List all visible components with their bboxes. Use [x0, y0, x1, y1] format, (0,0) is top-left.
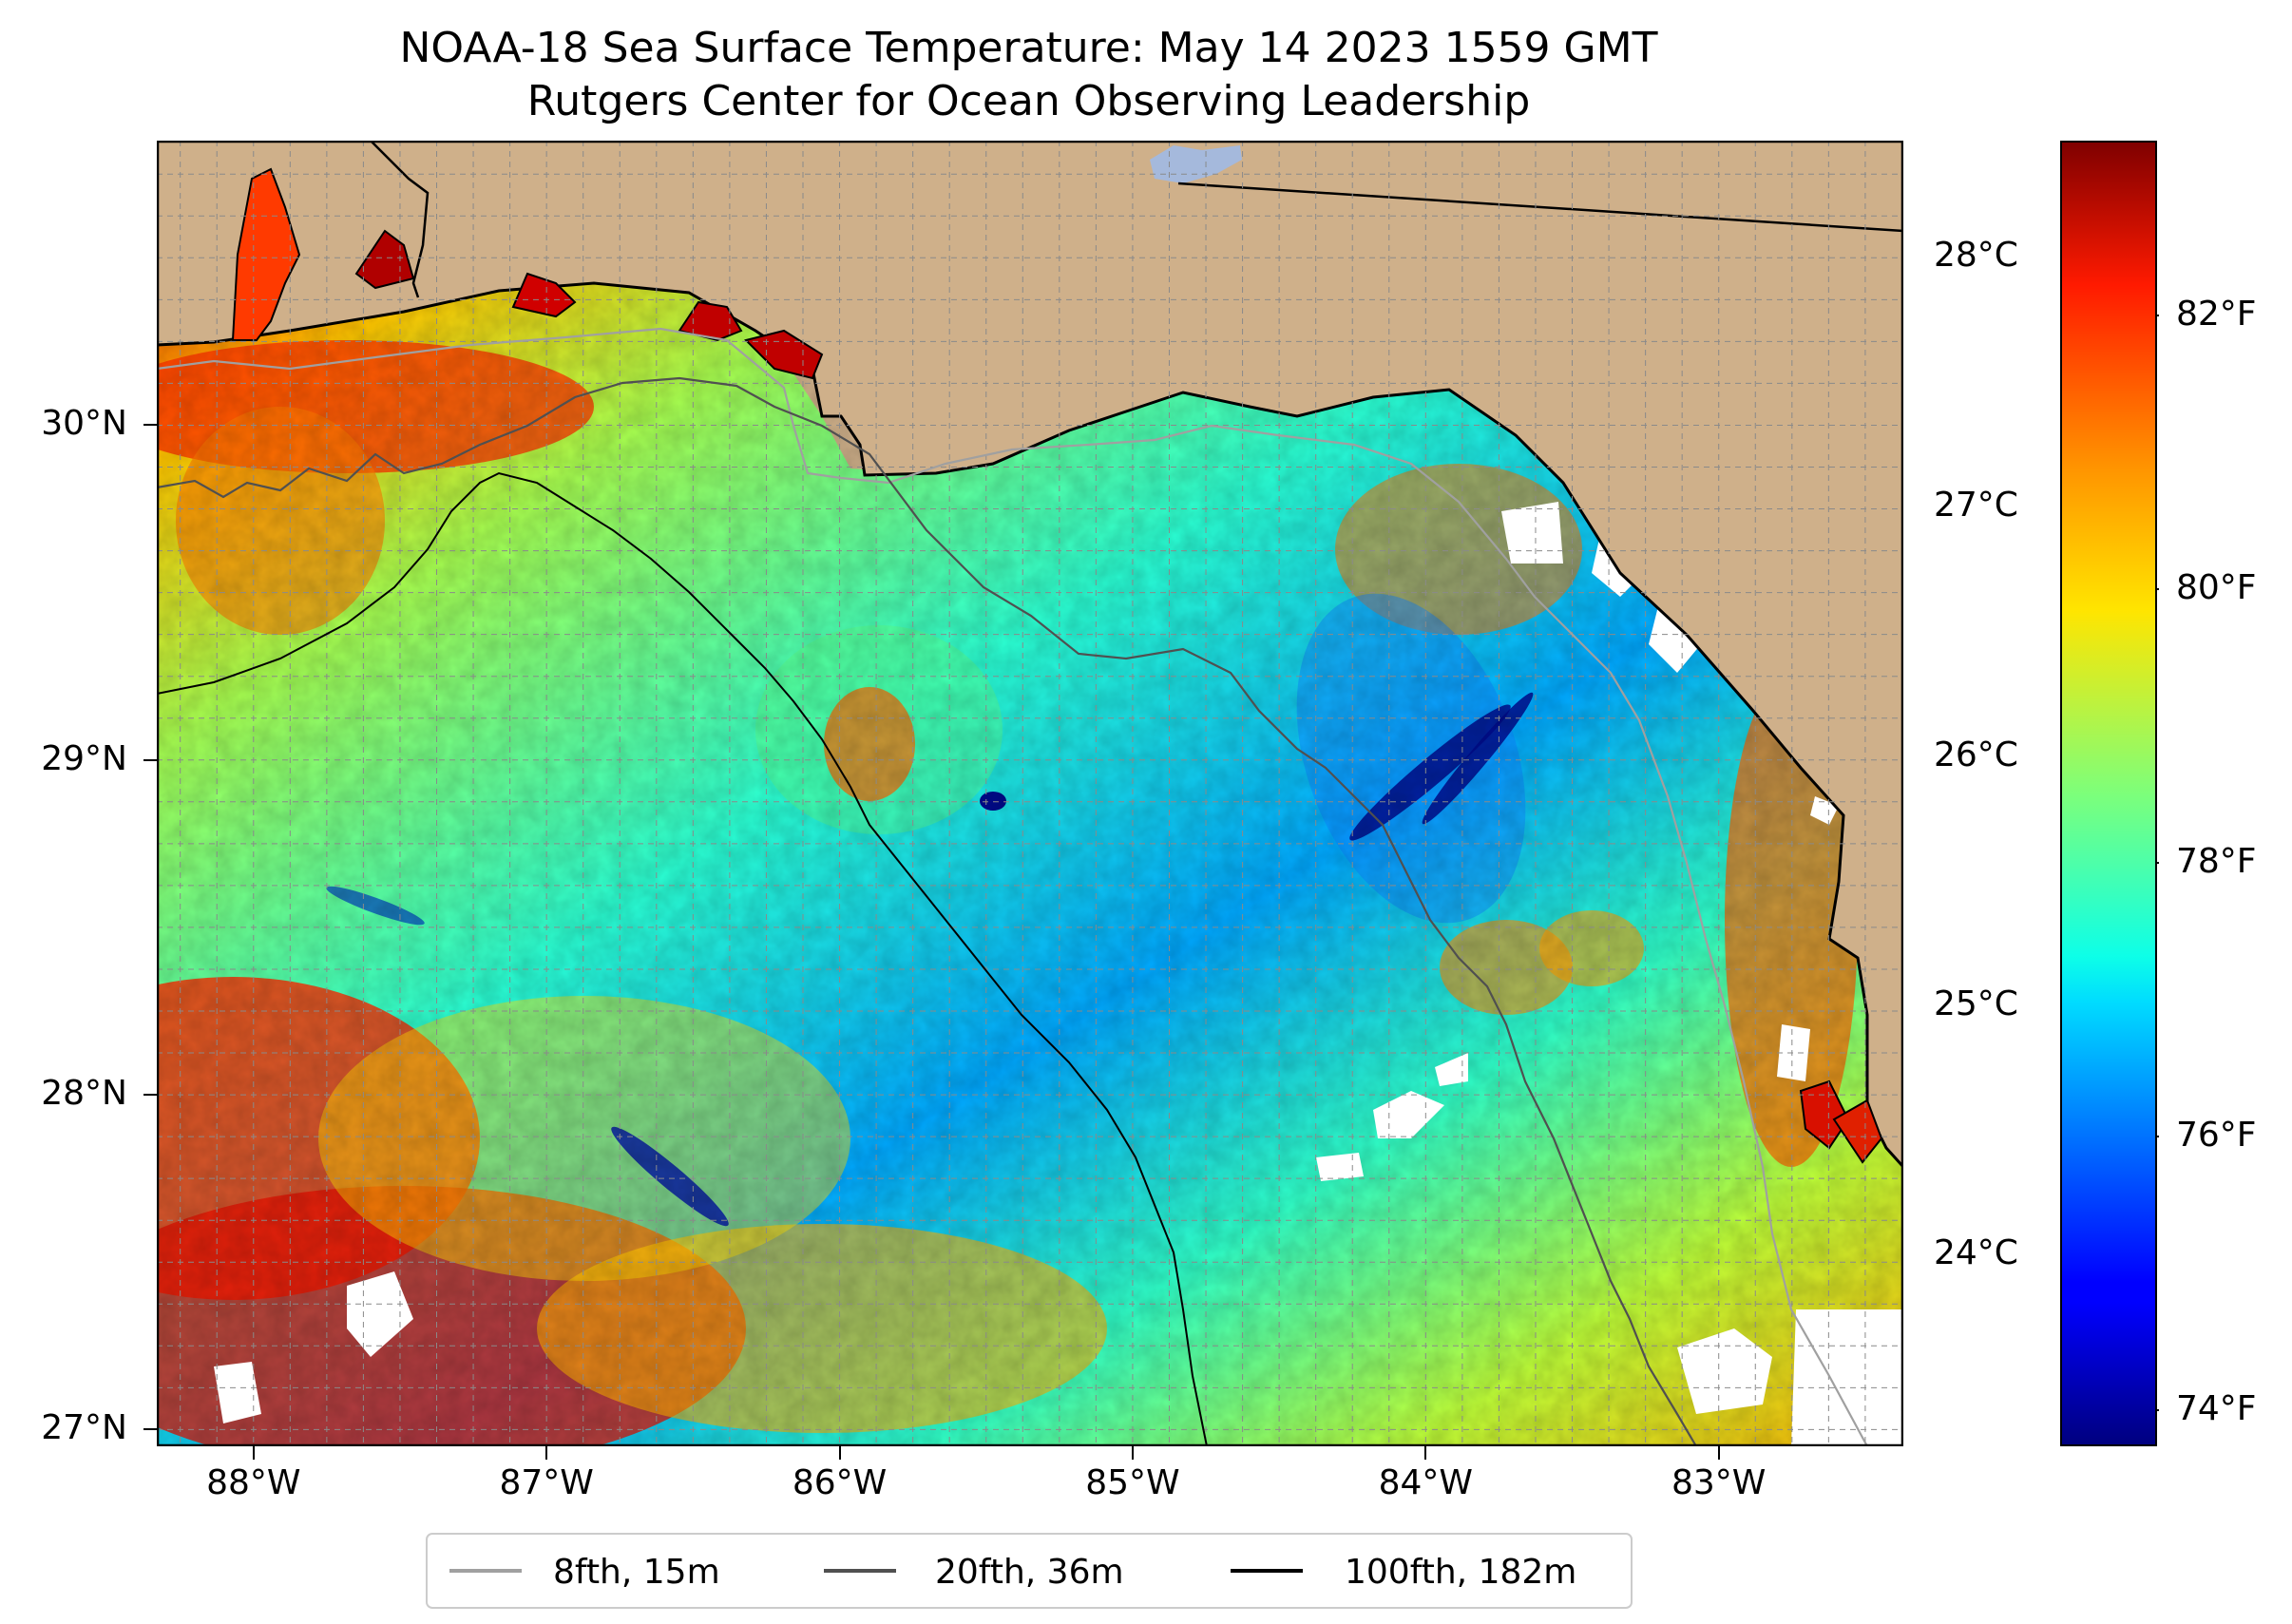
longitude-tick-mark [838, 1446, 841, 1460]
isobath-8fth [157, 327, 1868, 1446]
latitude-tick-mark [143, 424, 157, 427]
celsius-tick: 27°C [1934, 486, 2018, 525]
chart-title: NOAA-18 Sea Surface Temperature: May 14 … [399, 24, 1658, 72]
longitude-tick: 86°W [792, 1463, 888, 1502]
chart-subtitle: Rutgers Center for Ocean Observing Leade… [526, 77, 1531, 125]
longitude-tick: 85°W [1085, 1463, 1180, 1502]
longitude-tick: 88°W [206, 1463, 301, 1502]
celsius-tick: 28°C [1934, 236, 2018, 275]
latitude-tick-mark [143, 1094, 157, 1097]
legend: 8fth, 15m 20fth, 36m 100fth, 182m [426, 1533, 1633, 1609]
longitude-tick-mark [1424, 1446, 1427, 1460]
latitude-tick-mark [143, 758, 157, 761]
latitude-tick: 28°N [41, 1074, 127, 1114]
gridlines [157, 141, 1903, 1446]
isobath-20fth [157, 376, 1697, 1446]
legend-label-8fth: 8fth, 15m [553, 1553, 720, 1592]
legend-label-20fth: 20fth, 36m [935, 1553, 1124, 1592]
longitude-tick-mark [252, 1446, 255, 1460]
map-frame [157, 141, 1903, 1446]
longitude-tick: 83°W [1671, 1463, 1767, 1502]
celsius-tick: 25°C [1934, 984, 2018, 1023]
latitude-tick: 30°N [41, 404, 127, 444]
longitude-tick: 84°W [1378, 1463, 1474, 1502]
fahrenheit-tick: 74°F [2176, 1389, 2257, 1428]
celsius-tick: 24°C [1934, 1233, 2018, 1272]
longitude-tick: 87°W [499, 1463, 594, 1502]
legend-label-100fth: 100fth, 182m [1345, 1553, 1576, 1592]
fahrenheit-tick: 82°F [2176, 295, 2257, 334]
fahrenheit-tick: 76°F [2176, 1116, 2257, 1155]
longitude-tick-mark [545, 1446, 548, 1460]
isobath-100fth [157, 471, 1208, 1446]
fahrenheit-tick: 80°F [2176, 568, 2257, 607]
isobaths [157, 327, 1868, 1446]
colorbar [2060, 141, 2159, 1446]
fahrenheit-tick: 78°F [2176, 842, 2257, 881]
longitude-tick-mark [1717, 1446, 1720, 1460]
celsius-tick: 26°C [1934, 736, 2018, 774]
latitude-tick: 27°N [41, 1408, 127, 1448]
coastline [157, 141, 1903, 1170]
state-border-west [370, 141, 430, 298]
latitude-tick-mark [143, 1428, 157, 1431]
latitude-tick: 29°N [41, 738, 127, 778]
coastal-inlets [231, 167, 1883, 1164]
state-border [1177, 182, 1903, 233]
longitude-tick-mark [1131, 1446, 1134, 1460]
sst-map [157, 141, 1903, 1446]
